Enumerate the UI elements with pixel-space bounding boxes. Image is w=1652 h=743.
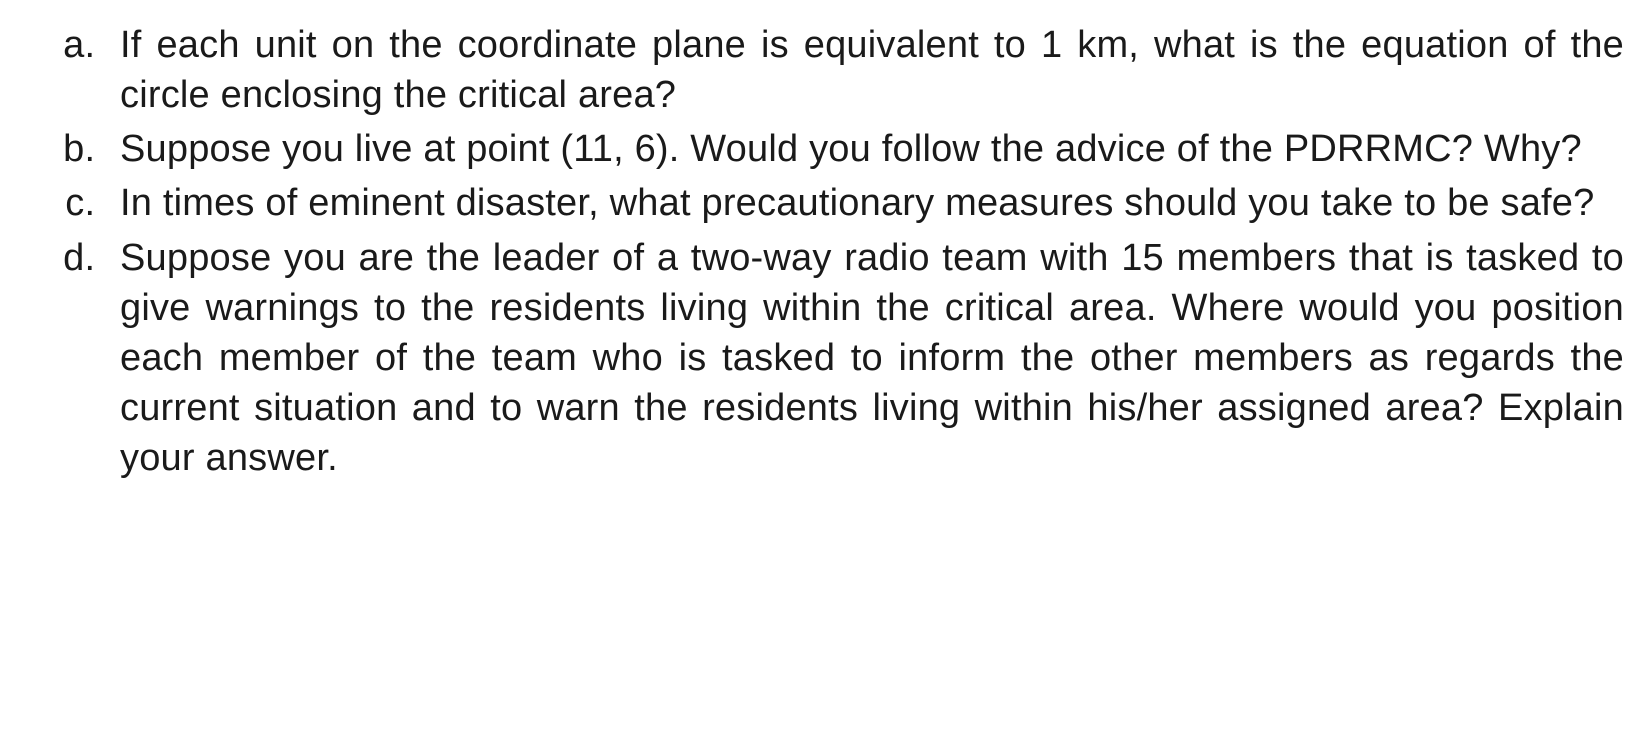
question-c-text: In times of eminent disaster, what preca… — [120, 182, 1594, 224]
question-b: Suppose you live at point (11, 6). Would… — [106, 124, 1624, 174]
question-a: If each unit on the coordinate plane is … — [106, 20, 1624, 120]
document-page: If each unit on the coordinate plane is … — [0, 0, 1652, 743]
question-list: If each unit on the coordinate plane is … — [28, 20, 1624, 483]
question-c: In times of eminent disaster, what preca… — [106, 178, 1624, 228]
question-d-text: Suppose you are the leader of a two-way … — [120, 237, 1624, 480]
question-a-text: If each unit on the coordinate plane is … — [120, 24, 1624, 116]
question-d: Suppose you are the leader of a two-way … — [106, 233, 1624, 484]
question-b-text: Suppose you live at point (11, 6). Would… — [120, 128, 1582, 170]
